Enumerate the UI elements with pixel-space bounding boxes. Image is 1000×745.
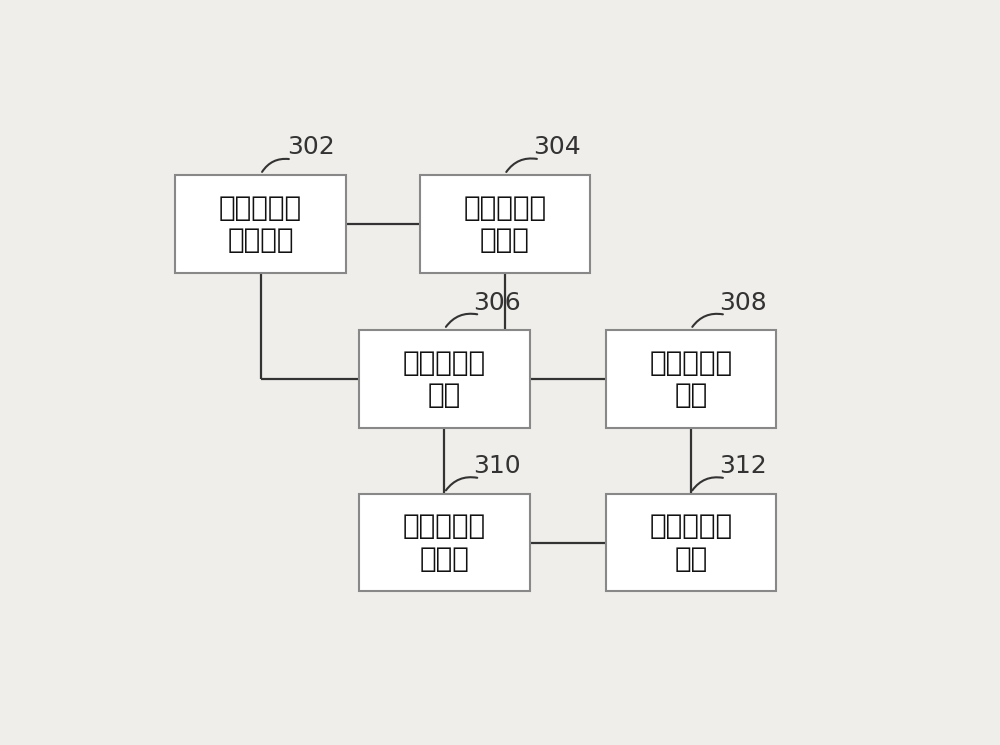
Text: 312: 312 [720, 454, 767, 478]
Bar [359, 330, 530, 428]
Bar [606, 494, 776, 592]
Text: 电磁场计算
模块: 电磁场计算 模块 [403, 349, 486, 409]
Bar [359, 494, 530, 592]
Bar [420, 175, 590, 273]
FancyArrowPatch shape [692, 478, 723, 490]
Bar [606, 330, 776, 428]
Text: 304: 304 [534, 135, 581, 159]
FancyArrowPatch shape [262, 159, 289, 172]
Text: 模型建立和
启动模块: 模型建立和 启动模块 [219, 194, 302, 254]
FancyArrowPatch shape [506, 159, 537, 172]
Bar [175, 175, 346, 273]
Text: 人体模型加
载模块: 人体模型加 载模块 [463, 194, 546, 254]
FancyArrowPatch shape [446, 478, 477, 490]
Text: 敏感度计算
模块: 敏感度计算 模块 [649, 349, 732, 409]
FancyArrowPatch shape [692, 314, 723, 327]
Text: 308: 308 [720, 291, 767, 315]
Text: 302: 302 [287, 135, 335, 159]
Text: 306: 306 [473, 291, 521, 315]
FancyArrowPatch shape [446, 314, 477, 327]
Text: 信噪比计算
模块: 信噪比计算 模块 [649, 513, 732, 573]
Text: 噪声耦合计
算模块: 噪声耦合计 算模块 [403, 513, 486, 573]
Text: 310: 310 [473, 454, 521, 478]
